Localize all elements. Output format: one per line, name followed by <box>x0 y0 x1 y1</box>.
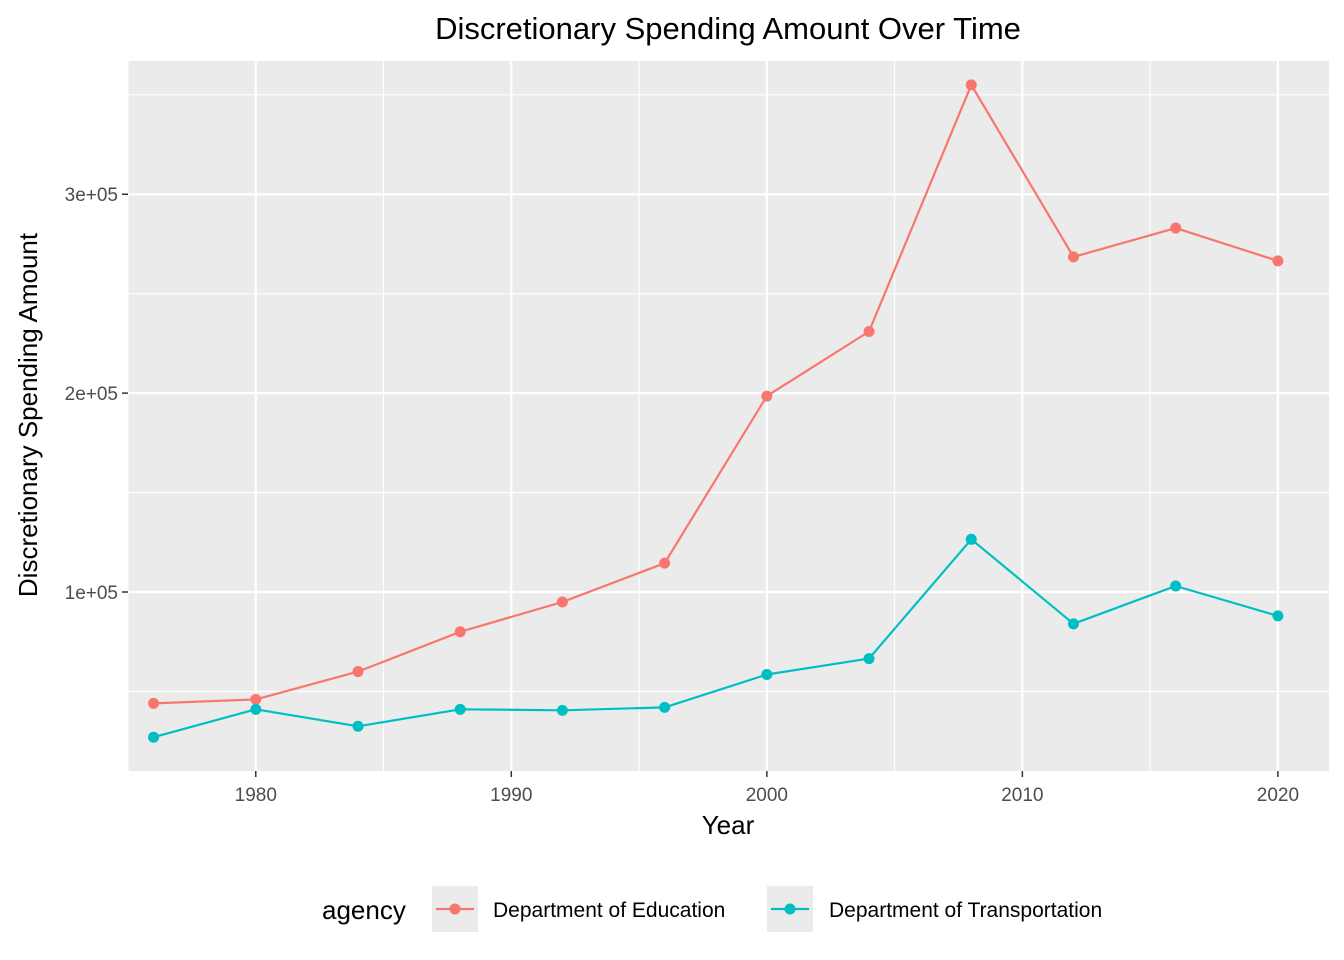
legend-key-point <box>449 903 461 915</box>
panel-background <box>128 61 1329 771</box>
y-tick-label: 3e+05 <box>65 185 118 206</box>
x-axis: 1980 1990 2000 2010 2020 <box>235 771 1299 806</box>
data-point <box>965 79 977 91</box>
data-point <box>1272 610 1284 622</box>
data-point <box>148 731 160 743</box>
legend-key-education <box>432 886 478 932</box>
y-axis: 1e+05 2e+05 3e+05 <box>65 185 128 604</box>
data-point <box>352 720 364 732</box>
series-education <box>148 79 1284 709</box>
legend: agency Department of Education Department… <box>322 886 1102 932</box>
y-tick-label: 2e+05 <box>65 384 118 405</box>
data-point <box>556 704 568 716</box>
data-point <box>1170 222 1182 234</box>
data-point <box>1067 251 1079 263</box>
x-tick-label: 2010 <box>1001 785 1043 806</box>
chart-title: Discretionary Spending Amount Over Time <box>435 11 1021 46</box>
y-axis-title: Discretionary Spending Amount <box>13 232 43 597</box>
legend-label: Department of Education <box>493 899 725 922</box>
x-tick-label: 1990 <box>490 785 532 806</box>
series-transportation <box>148 533 1284 743</box>
data-point <box>1272 255 1284 267</box>
x-tick-label: 1980 <box>235 785 277 806</box>
data-point <box>761 390 773 402</box>
data-point <box>250 693 262 705</box>
x-tick-label: 2020 <box>1257 785 1299 806</box>
series-line <box>153 538 1279 739</box>
data-point <box>863 325 875 337</box>
data-point <box>1067 618 1079 630</box>
data-point <box>352 666 364 678</box>
x-axis-title: Year <box>702 810 755 840</box>
x-tick-label: 2000 <box>746 785 788 806</box>
series-line <box>153 83 1279 705</box>
legend-key-transportation <box>767 886 813 932</box>
data-point <box>659 701 671 713</box>
data-point <box>659 557 671 569</box>
y-tick-label: 1e+05 <box>65 583 118 604</box>
data-point <box>148 697 160 709</box>
data-point <box>761 669 773 681</box>
plot-panel <box>127 61 1329 771</box>
data-point <box>1170 580 1182 592</box>
data-point <box>965 533 977 545</box>
data-point <box>250 703 262 715</box>
legend-label: Department of Transportation <box>829 899 1102 922</box>
legend-title: agency <box>322 895 406 925</box>
data-point <box>454 626 466 638</box>
legend-key-point <box>784 903 796 915</box>
data-point <box>454 703 466 715</box>
data-point <box>556 596 568 608</box>
data-point <box>863 653 875 665</box>
